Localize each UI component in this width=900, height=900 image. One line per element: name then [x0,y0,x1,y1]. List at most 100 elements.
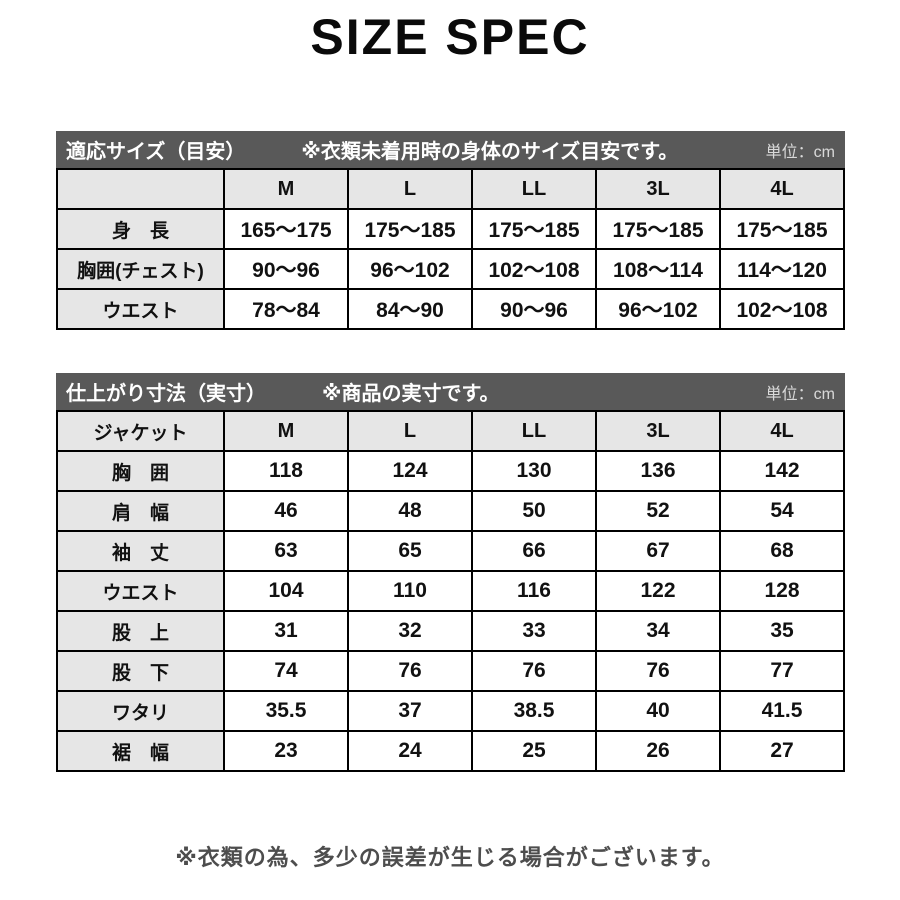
value-cell: 34 [595,610,721,652]
section-note: ※衣類未着用時の身体のサイズ目安です。 [301,141,679,163]
disclaimer-note: ※衣類の為、多少の誤差が生じる場合がございます。 [175,845,725,870]
value-cell: 136 [595,450,721,492]
corner-cell: ジャケット [56,410,225,452]
row-label: 股 下 [56,650,225,692]
row-label: ウエスト [56,570,225,612]
value-cell: 130 [471,450,597,492]
value-cell: 104 [223,570,349,612]
table-row: 袖 丈 63 65 66 67 68 [56,530,845,572]
value-cell: 76 [595,650,721,692]
value-cell: 90〜96 [223,248,349,290]
table-row: ウエスト 78〜84 84〜90 90〜96 96〜102 102〜108 [56,288,845,330]
size-column-header: L [347,168,473,210]
value-cell: 90〜96 [471,288,597,330]
size-column-header: 3L [595,168,721,210]
value-cell: 50 [471,490,597,532]
value-cell: 78〜84 [223,288,349,330]
table-row: 股 下 74 76 76 76 77 [56,650,845,692]
row-label: 裾 幅 [56,730,225,772]
value-cell: 40 [595,690,721,732]
corner-cell [56,168,225,210]
value-cell: 128 [719,570,845,612]
row-label: 袖 丈 [56,530,225,572]
value-cell: 67 [595,530,721,572]
size-column-header: LL [471,410,597,452]
value-cell: 175〜185 [719,208,845,250]
section-title: 適応サイズ（目安） [66,141,246,163]
value-cell: 96〜102 [595,288,721,330]
table-row: 裾 幅 23 24 25 26 27 [56,730,845,772]
row-label: 胸 囲 [56,450,225,492]
row-label: ウエスト [56,288,225,330]
value-cell: 76 [347,650,473,692]
value-cell: 24 [347,730,473,772]
value-cell: 102〜108 [471,248,597,290]
value-cell: 41.5 [719,690,845,732]
value-cell: 65 [347,530,473,572]
size-column-header: LL [471,168,597,210]
value-cell: 35.5 [223,690,349,732]
table-row: 股 上 31 32 33 34 35 [56,610,845,652]
value-cell: 76 [471,650,597,692]
size-header-row: ジャケット M L LL 3L 4L [56,410,845,452]
applicable-size-section: 適応サイズ（目安） ※衣類未着用時の身体のサイズ目安です。 単位：cm M L LL… [56,131,845,330]
size-column-header: M [223,168,349,210]
table-row: ウエスト 104 110 116 122 128 [56,570,845,612]
value-cell: 118 [223,450,349,492]
value-cell: 74 [223,650,349,692]
size-column-header: L [347,410,473,452]
value-cell: 25 [471,730,597,772]
table-row: 胸 囲 118 124 130 136 142 [56,450,845,492]
table-row: 胸囲(チェスト) 90〜96 96〜102 102〜108 108〜114 114〜120 [56,248,845,290]
finished-size-header-bar: 仕上がり寸法（実寸） ※商品の実寸です。 単位：cm [56,373,845,410]
finished-size-section: 仕上がり寸法（実寸） ※商品の実寸です。 単位：cm ジャケット M L LL 3L 4L… [56,373,845,772]
value-cell: 116 [471,570,597,612]
row-label: 身 長 [56,208,225,250]
value-cell: 102〜108 [719,288,845,330]
row-label: 胸囲(チェスト) [56,248,225,290]
value-cell: 108〜114 [595,248,721,290]
applicable-size-table: M L LL 3L 4L 身 長 165〜175 175〜185 175〜185 175〜185 1… [56,168,845,330]
section-note: ※商品の実寸です。 [322,383,500,405]
value-cell: 63 [223,530,349,572]
value-cell: 84〜90 [347,288,473,330]
row-label: 肩 幅 [56,490,225,532]
value-cell: 175〜185 [595,208,721,250]
size-column-header: M [223,410,349,452]
value-cell: 38.5 [471,690,597,732]
value-cell: 48 [347,490,473,532]
value-cell: 33 [471,610,597,652]
value-cell: 35 [719,610,845,652]
value-cell: 32 [347,610,473,652]
value-cell: 68 [719,530,845,572]
value-cell: 77 [719,650,845,692]
row-label: ワタリ [56,690,225,732]
unit-label: 単位：cm [765,143,835,161]
value-cell: 114〜120 [719,248,845,290]
value-cell: 54 [719,490,845,532]
size-column-header: 3L [595,410,721,452]
row-label: 股 上 [56,610,225,652]
value-cell: 122 [595,570,721,612]
value-cell: 66 [471,530,597,572]
size-header-row: M L LL 3L 4L [56,168,845,210]
value-cell: 27 [719,730,845,772]
value-cell: 110 [347,570,473,612]
table-row: 身 長 165〜175 175〜185 175〜185 175〜185 175〜185 [56,208,845,250]
value-cell: 31 [223,610,349,652]
size-column-header: 4L [719,168,845,210]
value-cell: 142 [719,450,845,492]
value-cell: 23 [223,730,349,772]
value-cell: 46 [223,490,349,532]
applicable-size-header-bar: 適応サイズ（目安） ※衣類未着用時の身体のサイズ目安です。 単位：cm [56,131,845,168]
value-cell: 165〜175 [223,208,349,250]
value-cell: 37 [347,690,473,732]
value-cell: 175〜185 [347,208,473,250]
unit-label: 単位：cm [765,385,835,403]
value-cell: 175〜185 [471,208,597,250]
value-cell: 96〜102 [347,248,473,290]
value-cell: 26 [595,730,721,772]
value-cell: 52 [595,490,721,532]
section-title: 仕上がり寸法（実寸） [66,383,266,405]
